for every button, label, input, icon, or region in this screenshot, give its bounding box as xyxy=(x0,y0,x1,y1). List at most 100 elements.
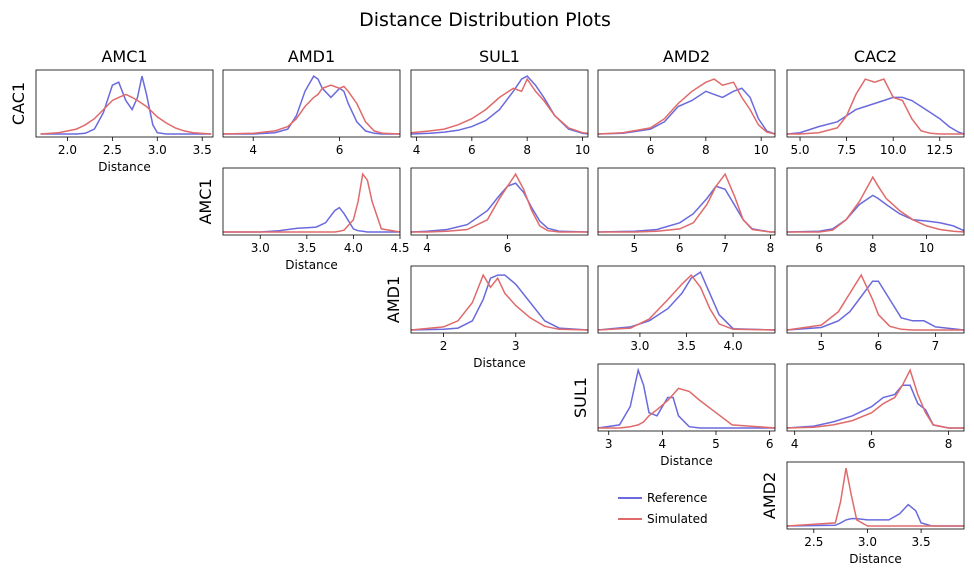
plot-frame xyxy=(597,363,776,432)
density-line xyxy=(597,273,776,331)
plot-frame xyxy=(597,265,776,334)
column-title: AMD1 xyxy=(288,47,335,66)
column-title: SUL1 xyxy=(479,47,520,66)
x-tick-label: 6 xyxy=(815,241,823,255)
density-line xyxy=(787,78,964,135)
x-tick-label: 10 xyxy=(919,241,934,255)
figure-title: Distance Distribution Plots xyxy=(359,9,611,31)
density-line xyxy=(223,75,400,135)
density-line xyxy=(410,75,589,135)
x-tick-label: 2 xyxy=(440,339,448,353)
x-tick-label: 5.0 xyxy=(790,143,809,157)
x-axis-label: Distance xyxy=(473,356,525,370)
x-tick-label: 4.0 xyxy=(724,339,743,353)
row-label: CAC1 xyxy=(9,82,28,125)
x-tick-label: 4 xyxy=(791,437,799,451)
density-line xyxy=(786,273,964,331)
density-line xyxy=(786,280,965,331)
x-tick-label: 3.5 xyxy=(912,535,931,549)
density-line xyxy=(597,367,775,429)
x-tick-label: 7 xyxy=(721,241,729,255)
x-tick-label: 8 xyxy=(523,143,531,157)
density-line xyxy=(597,270,776,331)
density-line xyxy=(223,172,401,233)
x-tick-label: 8 xyxy=(945,437,953,451)
x-tick-label: 4 xyxy=(249,143,257,157)
plot-frame xyxy=(786,69,965,138)
density-line xyxy=(786,503,964,527)
density-line xyxy=(40,75,212,135)
x-tick-label: 5 xyxy=(630,241,638,255)
x-tick-label: 10 xyxy=(754,143,769,157)
density-line xyxy=(786,194,965,233)
x-tick-label: 6 xyxy=(504,241,512,255)
row-label: SUL1 xyxy=(571,377,590,418)
column-title: AMC1 xyxy=(101,47,147,66)
density-line xyxy=(786,467,964,527)
x-tick-label: 2.0 xyxy=(58,143,77,157)
x-tick-label: 10 xyxy=(575,143,590,157)
plot-frame xyxy=(35,69,214,138)
x-tick-label: 8 xyxy=(767,241,775,255)
density-line xyxy=(786,368,964,429)
plot-frame xyxy=(222,167,401,236)
x-tick-label: 10.0 xyxy=(880,143,907,157)
row-label: AMD2 xyxy=(760,472,779,519)
x-tick-label: 4 xyxy=(659,437,667,451)
row-label: AMD1 xyxy=(384,276,403,323)
density-line xyxy=(786,96,965,135)
x-tick-label: 4 xyxy=(413,143,421,157)
x-tick-label: 6 xyxy=(875,339,883,353)
density-line xyxy=(410,77,589,135)
x-tick-label: 3.0 xyxy=(148,143,167,157)
plot-frame xyxy=(410,69,589,138)
x-tick-label: 4.5 xyxy=(390,241,409,255)
density-line xyxy=(597,78,776,135)
density-line xyxy=(223,206,400,233)
density-line xyxy=(411,172,588,233)
plot-frame xyxy=(597,167,776,236)
plot-frame xyxy=(410,265,589,334)
density-line xyxy=(786,384,964,429)
plot-frame xyxy=(222,69,401,138)
x-tick-label: 8 xyxy=(702,143,710,157)
x-tick-label: 3.0 xyxy=(858,535,877,549)
x-tick-label: 6 xyxy=(468,143,476,157)
legend-label: Reference xyxy=(647,491,707,505)
x-tick-label: 12.5 xyxy=(926,143,953,157)
x-tick-label: 6 xyxy=(647,143,655,157)
x-tick-label: 6 xyxy=(766,437,774,451)
legend-label: Simulated xyxy=(647,512,708,526)
x-tick-label: 2.5 xyxy=(103,143,122,157)
x-tick-label: 3.5 xyxy=(193,143,212,157)
x-tick-label: 7 xyxy=(932,339,940,353)
x-tick-label: 3.5 xyxy=(297,241,316,255)
row-label: AMC1 xyxy=(196,178,215,224)
x-tick-label: 3.5 xyxy=(677,339,696,353)
x-tick-label: 7.5 xyxy=(837,143,856,157)
column-title: AMD2 xyxy=(663,47,710,66)
legend: Reference Simulated xyxy=(618,491,708,526)
density-line xyxy=(787,175,965,233)
x-axis-label: Distance xyxy=(660,454,712,468)
x-tick-label: 5 xyxy=(712,437,720,451)
x-tick-label: 3 xyxy=(512,339,520,353)
x-tick-label: 8 xyxy=(869,241,877,255)
x-tick-label: 3.0 xyxy=(251,241,270,255)
x-axis-label: Distance xyxy=(285,258,337,272)
x-tick-label: 4.0 xyxy=(344,241,363,255)
column-title: CAC2 xyxy=(854,47,897,66)
x-tick-label: 5 xyxy=(817,339,825,353)
density-line xyxy=(410,273,589,331)
x-tick-label: 6 xyxy=(868,437,876,451)
density-line xyxy=(597,87,776,135)
plot-frame xyxy=(786,461,965,530)
x-tick-label: 6 xyxy=(336,143,344,157)
x-axis-label: Distance xyxy=(849,552,901,566)
density-line xyxy=(598,172,775,233)
plot-frame xyxy=(786,265,965,334)
x-tick-label: 3 xyxy=(605,437,613,451)
x-axis-label: Distance xyxy=(98,160,150,174)
plot-frame xyxy=(597,69,776,138)
